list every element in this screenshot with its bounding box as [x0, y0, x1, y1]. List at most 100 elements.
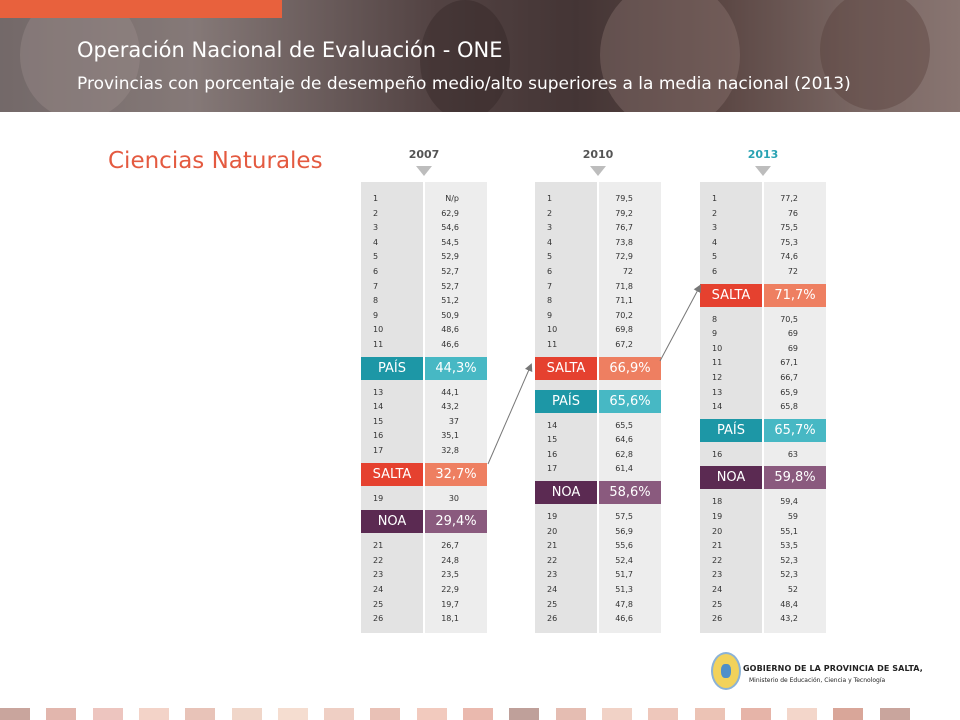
footer-square	[555, 708, 586, 720]
footer-square	[46, 708, 77, 720]
table-row: 8 70,5	[700, 313, 826, 327]
score-value: 52,3	[780, 555, 798, 565]
table-row: 14 65,5	[535, 419, 661, 433]
table-row: 20 55,1	[700, 525, 826, 539]
page-subtitle: Provincias con porcentaje de desempeño m…	[77, 74, 851, 94]
score-value: 67,1	[780, 358, 798, 368]
rank-number: 6	[712, 267, 718, 276]
salta-badge: SALTA 66,9%	[535, 356, 661, 380]
score-value: 52,3	[780, 570, 798, 580]
footer-square	[694, 708, 725, 720]
footer-square	[138, 708, 169, 720]
score-value: 51,7	[615, 570, 633, 580]
table-row: 19 30	[361, 492, 487, 506]
rank-number: 3	[547, 223, 553, 233]
salta-badge: SALTA 32,7%	[361, 462, 487, 486]
rank-number: 10	[373, 325, 384, 335]
table-row: 1 77,2	[700, 192, 826, 206]
rank-number: 14	[373, 402, 384, 412]
rank-number: 14	[712, 402, 723, 412]
score-value: 55,6	[615, 541, 633, 551]
rank-number: 23	[712, 570, 723, 580]
table-row: 5 72,9	[535, 250, 661, 264]
table-row: 26 18,1	[361, 612, 487, 626]
photo-blob	[420, 0, 510, 112]
rank-number: 10	[547, 325, 558, 335]
table-row: 3 54,6	[361, 221, 487, 235]
score-value: 43,2	[780, 614, 798, 624]
year-label: 2013	[747, 148, 779, 161]
score-value: 23,5	[441, 570, 459, 580]
footer-square	[0, 708, 30, 720]
score-value: 63	[787, 449, 798, 459]
rank-number: 25	[547, 599, 558, 609]
score-value: 74,6	[780, 252, 798, 262]
score-value: 48,6	[441, 325, 459, 335]
score-value: 22,9	[441, 585, 459, 594]
badge-label: SALTA	[700, 283, 762, 307]
rank-strip	[700, 182, 762, 633]
footer-square	[324, 708, 355, 720]
score-value: 48,4	[780, 599, 798, 609]
rank-number: 21	[712, 541, 723, 551]
section-title: Ciencias Naturales	[108, 148, 323, 174]
score-value: 55,1	[780, 526, 798, 536]
noa-badge: NOA 59,8%	[700, 466, 826, 490]
government-logo: GOBIERNO DE LA PROVINCIA DE SALTA, Minis…	[711, 652, 923, 698]
table-row: 4 73,8	[535, 236, 661, 250]
table-row: 2 76	[700, 207, 826, 221]
table-row: 8 51,2	[361, 294, 487, 308]
header-shade	[0, 0, 960, 112]
table-row: 4 54,5	[361, 236, 487, 250]
rank-number: 26	[547, 614, 558, 624]
score-value: 61,4	[615, 464, 633, 474]
footer-square	[740, 708, 771, 720]
score-value: 54,6	[441, 223, 459, 233]
score-value: N/p	[445, 194, 459, 203]
table-row: 25 19,7	[361, 598, 487, 612]
table-row: 15 64,6	[535, 433, 661, 447]
footer-square	[833, 708, 864, 720]
rank-number: 5	[712, 252, 718, 262]
score-value: 43,2	[441, 402, 459, 412]
score-value: 52,9	[441, 252, 459, 262]
rank-number: 23	[547, 570, 558, 580]
rank-number: 26	[373, 614, 384, 624]
table-row: 12 66,7	[700, 371, 826, 385]
badge-label: NOA	[361, 510, 423, 534]
header-banner: Operación Nacional de Evaluación - ONE P…	[0, 0, 960, 112]
table-row: 9 69	[700, 327, 826, 341]
score-value: 69	[787, 343, 798, 353]
rank-number: 15	[547, 435, 558, 445]
rank-number: 11	[712, 358, 723, 368]
table-row: 1 N/p	[361, 192, 487, 206]
accent-bar	[0, 0, 282, 18]
footer-square	[463, 708, 493, 720]
score-value: 32,8	[441, 446, 459, 455]
rank-number: 9	[547, 310, 553, 320]
rank-number: 17	[547, 464, 558, 474]
score-value: 76,7	[615, 223, 633, 233]
table-row: 6 72	[700, 265, 826, 279]
score-value: 69	[787, 329, 798, 339]
noa-badge: NOA 29,4%	[361, 510, 487, 534]
table-row: 7 71,8	[535, 280, 661, 294]
rank-number: 2	[547, 208, 553, 218]
rank-number: 1	[373, 194, 379, 203]
score-value: 71,1	[615, 296, 633, 306]
score-value: 18,1	[441, 614, 459, 624]
rank-number: 24	[712, 585, 723, 594]
score-value: 53,5	[780, 541, 798, 551]
score-value: 52	[787, 585, 798, 594]
badge-label: PAÍS	[700, 418, 762, 442]
score-value: 51,3	[615, 585, 633, 594]
logo-line2: Ministerio de Educación, Ciencia y Tecno…	[749, 677, 886, 684]
table-row: 18 59,4	[700, 495, 826, 509]
table-row: 16 35,1	[361, 429, 487, 443]
value-strip	[425, 182, 487, 633]
rank-number: 17	[373, 446, 384, 455]
table-row: 16 63	[700, 448, 826, 462]
rank-number: 8	[547, 296, 553, 306]
score-value: 69,8	[615, 325, 633, 335]
rank-number: 3	[712, 223, 718, 233]
